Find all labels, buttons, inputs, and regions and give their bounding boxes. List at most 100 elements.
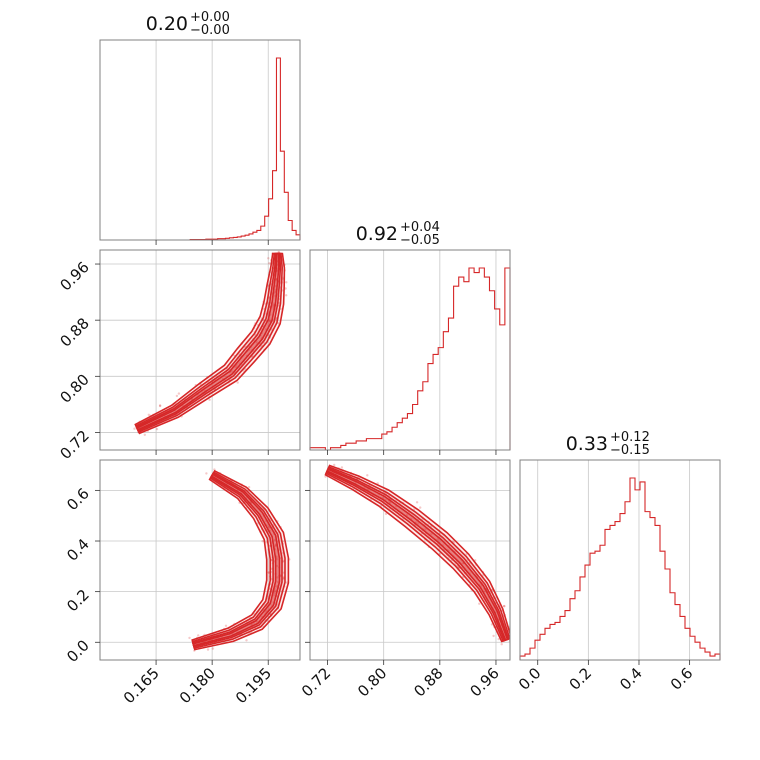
sample-point: [503, 605, 506, 608]
panel-frame: [309, 249, 511, 451]
panel-content: [188, 468, 291, 652]
scatter-panel-1: [99, 249, 301, 451]
sample-point: [206, 648, 210, 651]
x-tick-label: 0.4: [616, 664, 646, 694]
param-title-3: 0.33: [566, 433, 608, 455]
sample-point: [274, 544, 277, 548]
sample-point: [500, 643, 503, 646]
contour-line-level: [324, 464, 510, 643]
panel-frame: [99, 39, 301, 241]
contour-fill-level: [192, 473, 282, 647]
sample-point: [143, 433, 146, 436]
histogram-step-1: [100, 57, 301, 241]
sample-point: [211, 647, 215, 650]
sample-point: [268, 262, 271, 265]
sample-point: [478, 602, 481, 605]
x-tick-label: 0.195: [232, 664, 275, 707]
sample-point: [158, 404, 162, 407]
sample-point: [285, 281, 288, 284]
sample-point: [285, 294, 288, 297]
sample-point: [197, 634, 200, 637]
param-title-plus: +0.00: [190, 10, 230, 25]
contour-line-level: [191, 471, 286, 650]
sample-point: [133, 427, 136, 430]
sample-point: [208, 398, 211, 401]
sample-point: [267, 257, 270, 260]
sample-point: [268, 320, 271, 323]
sample-point: [236, 381, 239, 384]
sample-point: [503, 604, 506, 608]
panel-content: [133, 250, 288, 436]
sample-point: [272, 594, 276, 597]
panel-frame: [99, 249, 301, 451]
x-tick-label: 0.80: [354, 664, 390, 700]
sample-point: [175, 394, 179, 398]
sample-point: [415, 501, 419, 504]
x-tick-label: 0.0: [515, 664, 545, 694]
y-tick-label: 0.88: [56, 314, 92, 350]
sample-point: [424, 528, 427, 531]
sample-point: [461, 562, 464, 565]
x-tick-label: 0.6: [667, 664, 697, 694]
contour-line-level: [191, 472, 283, 648]
x-tick-label: 0.165: [120, 664, 163, 707]
param-title-plus: +0.04: [400, 220, 440, 235]
contour-fill-level: [326, 468, 509, 641]
sample-point: [416, 522, 420, 525]
histogram-panel-3: 0.33 +0.12−0.15: [519, 430, 721, 661]
contour-fill-level: [325, 465, 510, 642]
y-tick-label: 0.72: [56, 427, 92, 463]
y-tick-label: 0.96: [56, 258, 92, 294]
contour-line-level: [325, 465, 510, 643]
sample-point: [147, 413, 150, 416]
contour-fill-level: [192, 472, 285, 649]
histogram-panel-1: 0.20 +0.00−0.00: [99, 10, 301, 241]
sample-point: [188, 636, 191, 640]
sample-point: [284, 287, 287, 290]
param-title-plus: +0.12: [610, 430, 650, 445]
sample-point: [177, 392, 181, 395]
x-tick-label: 0.96: [466, 664, 502, 700]
contour-fill-level: [137, 253, 279, 430]
sample-point: [340, 466, 344, 469]
sample-point: [419, 506, 422, 509]
contour-line-level: [135, 252, 282, 432]
y-tick-label: 0.2: [63, 586, 93, 616]
x-tick-label: 0.180: [176, 664, 219, 707]
x-tick-label: 0.72: [298, 664, 334, 700]
contour-fill-level: [135, 253, 285, 434]
x-tick-label: 0.88: [410, 664, 446, 700]
histogram-step-2: [309, 267, 511, 451]
param-title-minus: −0.15: [610, 443, 650, 458]
contour-line-level: [325, 467, 510, 642]
param-title-minus: −0.00: [190, 23, 230, 38]
sample-point: [430, 532, 433, 536]
panel-frame: [309, 459, 511, 661]
panel-frame: [99, 459, 301, 661]
scatter-panel-3: [309, 459, 511, 661]
param-title-minus: −0.05: [400, 233, 440, 248]
x-tick-label: 0.2: [566, 664, 596, 694]
contour-line-level: [326, 468, 509, 642]
sample-point: [234, 365, 238, 368]
contour-line-level: [134, 252, 284, 434]
sample-point: [492, 634, 495, 638]
sample-point: [272, 304, 275, 307]
param-title-1: 0.20: [146, 13, 188, 35]
panel-content: [324, 463, 510, 646]
sample-point: [497, 637, 500, 641]
sample-point: [366, 474, 369, 477]
sample-point: [384, 512, 388, 516]
sample-point: [282, 559, 285, 563]
contour-line-level: [135, 252, 280, 431]
contour-line-level: [192, 473, 281, 647]
param-title-2: 0.92: [356, 223, 398, 245]
histogram-step-3: [519, 477, 721, 660]
contour-fill-level: [326, 467, 510, 641]
panel-frame: [519, 459, 721, 661]
sample-point: [333, 463, 336, 467]
y-tick-label: 0.0: [63, 636, 93, 666]
contour-line-level: [134, 252, 286, 435]
sample-point: [158, 404, 162, 408]
